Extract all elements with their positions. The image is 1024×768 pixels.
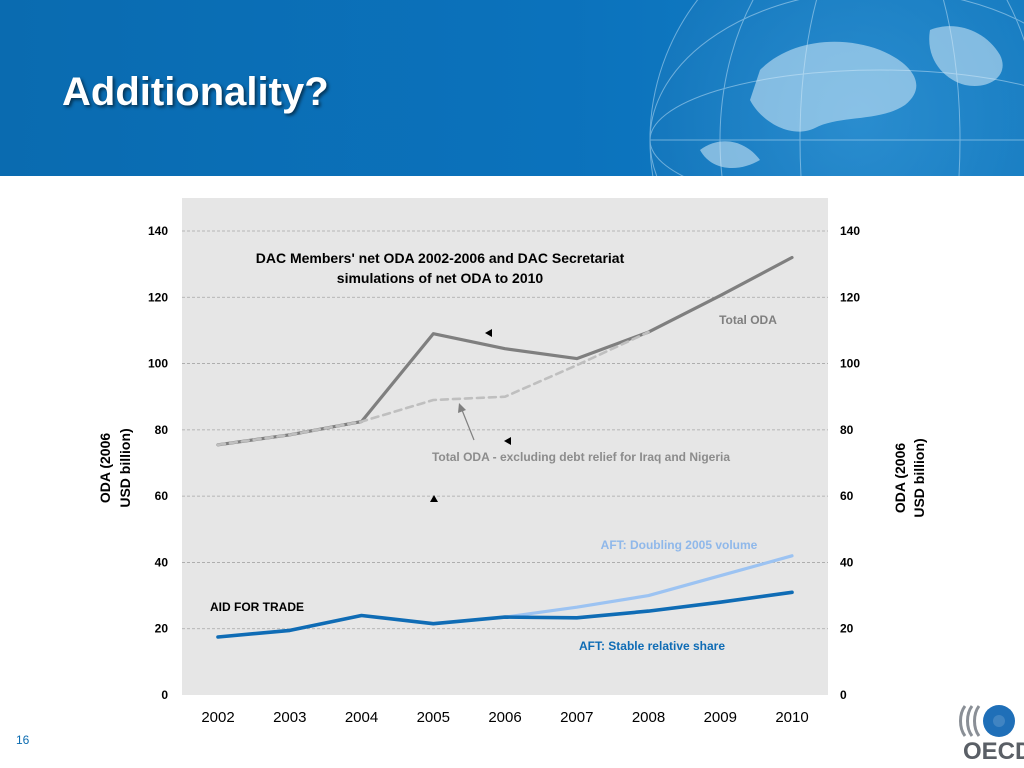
y-tick-label-left: 0 xyxy=(161,688,168,702)
y-tick-label-left: 80 xyxy=(155,423,169,437)
marker-triangle-left-1 xyxy=(485,329,492,337)
right-axis-ticks: 0 20 40 60 80 100 120 140 xyxy=(840,224,860,702)
oecd-logo-icon xyxy=(959,705,1015,737)
slide-title: Additionality? xyxy=(62,70,329,114)
x-tick-label: 2002 xyxy=(201,709,234,726)
aid-for-trade-label: AID FOR TRADE xyxy=(210,600,304,614)
marker-triangle-left-2 xyxy=(504,437,511,445)
y-tick-label-left: 120 xyxy=(148,290,168,304)
plot-background xyxy=(182,198,828,695)
oda-line-chart: 0 20 40 60 80 100 120 140 0 20 40 60 80 100 120 140 20… xyxy=(97,198,927,726)
chart-title-line1: DAC Members' net ODA 2002-2006 and DAC S… xyxy=(256,250,625,266)
series-label-aft-stable: AFT: Stable relative share xyxy=(579,639,725,653)
x-tick-label: 2007 xyxy=(560,709,593,726)
series-label-total-oda: Total ODA xyxy=(719,313,777,327)
y-tick-label-right: 0 xyxy=(840,688,847,702)
marker-triangle-up xyxy=(430,495,438,502)
left-axis-label-line2: USD billion) xyxy=(117,428,133,507)
right-axis-label-line2: USD billion) xyxy=(911,438,927,517)
x-tick-label: 2009 xyxy=(704,709,737,726)
slide-header: Additionality? xyxy=(0,0,1024,176)
page-number: 16 xyxy=(16,733,30,747)
series-lines xyxy=(216,255,794,639)
y-tick-label-right: 40 xyxy=(840,555,854,569)
x-tick-label: 2006 xyxy=(488,709,521,726)
oda-excl-debt-relief-line xyxy=(216,330,650,447)
series-label-aft-doubling: AFT: Doubling 2005 volume xyxy=(601,538,758,552)
y-tick-label-left: 60 xyxy=(155,489,169,503)
y-tick-label-right: 80 xyxy=(840,423,854,437)
aft-doubling-line xyxy=(503,554,794,619)
chart-area: 0 20 40 60 80 100 120 140 0 20 40 60 80 100 120 140 20… xyxy=(0,176,1024,736)
y-tick-label-right: 60 xyxy=(840,489,854,503)
y-tick-label-right: 100 xyxy=(840,357,860,371)
y-tick-label-left: 140 xyxy=(148,224,168,238)
aft-stable-share-line xyxy=(216,590,794,639)
chart-title-line2: simulations of net ODA to 2010 xyxy=(337,270,544,286)
left-axis-label-line1: ODA (2006 xyxy=(97,433,113,504)
x-tick-label: 2010 xyxy=(775,709,808,726)
y-tick-label-right: 140 xyxy=(840,224,860,238)
x-tick-label: 2003 xyxy=(273,709,306,726)
x-tick-label: 2008 xyxy=(632,709,665,726)
x-tick-label: 2005 xyxy=(417,709,450,726)
annotation-arrowhead xyxy=(458,403,466,413)
left-axis-ticks: 0 20 40 60 80 100 120 140 xyxy=(148,224,168,702)
y-tick-label-left: 20 xyxy=(155,622,169,636)
annotation-arrow-line xyxy=(461,409,475,441)
right-axis-label-line1: ODA (2006 xyxy=(892,443,908,514)
y-tick-label-left: 100 xyxy=(148,357,168,371)
globe-graphic xyxy=(649,0,1024,176)
y-tick-label-right: 20 xyxy=(840,622,854,636)
series-label-oda-excl-debt-relief: Total ODA - excluding debt relief for Ir… xyxy=(432,450,730,464)
y-tick-label-left: 40 xyxy=(155,555,169,569)
y-tick-label-right: 120 xyxy=(840,290,860,304)
x-axis-ticks: 2002 2003 2004 2005 2006 2007 2008 2009 2010 xyxy=(201,709,808,726)
x-tick-label: 2004 xyxy=(345,709,378,726)
oecd-logo-text: OECD xyxy=(963,738,1024,765)
